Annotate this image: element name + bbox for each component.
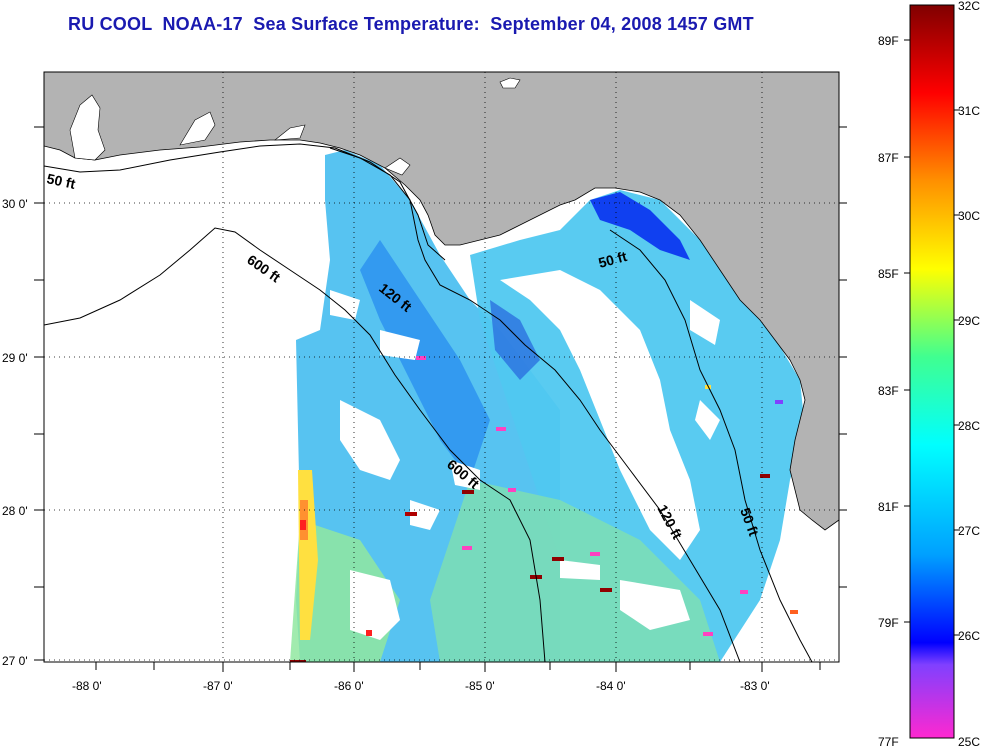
colorbar-f-label: 81F <box>878 500 899 514</box>
plot-frame <box>43 71 840 663</box>
lon-tick-label: -87 0' <box>203 679 233 693</box>
lat-tick-label: 28 0' <box>2 504 28 518</box>
lon-tick-label: -85 0' <box>465 679 495 693</box>
sst-data-layer <box>290 150 805 662</box>
lat-tick-label: 27 0' <box>2 654 28 668</box>
map-title: RU COOL NOAA-17 Sea Surface Temperature:… <box>68 14 754 34</box>
colorbar-c-label: 32C <box>958 0 980 13</box>
colorbar-gradient <box>909 4 955 739</box>
latitude-labels: 30 0' 29 0' 28 0' 27 0' <box>2 197 28 668</box>
colorbar-c-label: 31C <box>958 104 980 118</box>
colorbar-f-label: 77F <box>878 735 899 749</box>
colorbar-c-label: 26C <box>958 629 980 643</box>
colorbar-ticks <box>904 39 960 636</box>
lat-tick-label: 29 0' <box>2 351 28 365</box>
colorbar-f-label: 89F <box>878 34 899 48</box>
depth-contour-lines <box>44 143 813 662</box>
colorbar-f-label: 85F <box>878 267 899 281</box>
lon-tick-label: -84 0' <box>596 679 626 693</box>
depth-label-50ft-west: 50 ft <box>45 170 77 192</box>
colorbar-f-label: 79F <box>878 616 899 630</box>
axis-ticks <box>34 126 847 672</box>
colorbar: 32C 31C 30C 29C 28C 27C 26C 25C 89F 87F … <box>878 0 980 749</box>
longitude-labels: -88 0' -87 0' -86 0' -85 0' -84 0' -83 0… <box>72 679 770 693</box>
lat-tick-label: 30 0' <box>2 197 28 211</box>
depth-label-50ft-north: 50 ft <box>597 248 629 271</box>
lon-tick-label: -86 0' <box>334 679 364 693</box>
inland-water <box>69 77 521 176</box>
lon-tick-label: -83 0' <box>740 679 770 693</box>
colorbar-f-label: 87F <box>878 151 899 165</box>
colorbar-c-label: 25C <box>958 735 980 749</box>
colorbar-c-label: 30C <box>958 209 980 223</box>
cloud-gaps <box>330 270 720 640</box>
sst-patch-dark-blue-nearshore <box>590 192 690 260</box>
colorbar-f-label: 83F <box>878 384 899 398</box>
colorbar-c-label: 29C <box>958 314 980 328</box>
colorbar-c-label: 28C <box>958 419 980 433</box>
lon-tick-label: -88 0' <box>72 679 102 693</box>
grid-lines <box>44 72 839 662</box>
land-mass <box>44 72 839 531</box>
sst-patch-blue-mid <box>490 300 540 380</box>
colorbar-c-label: 27C <box>958 524 980 538</box>
